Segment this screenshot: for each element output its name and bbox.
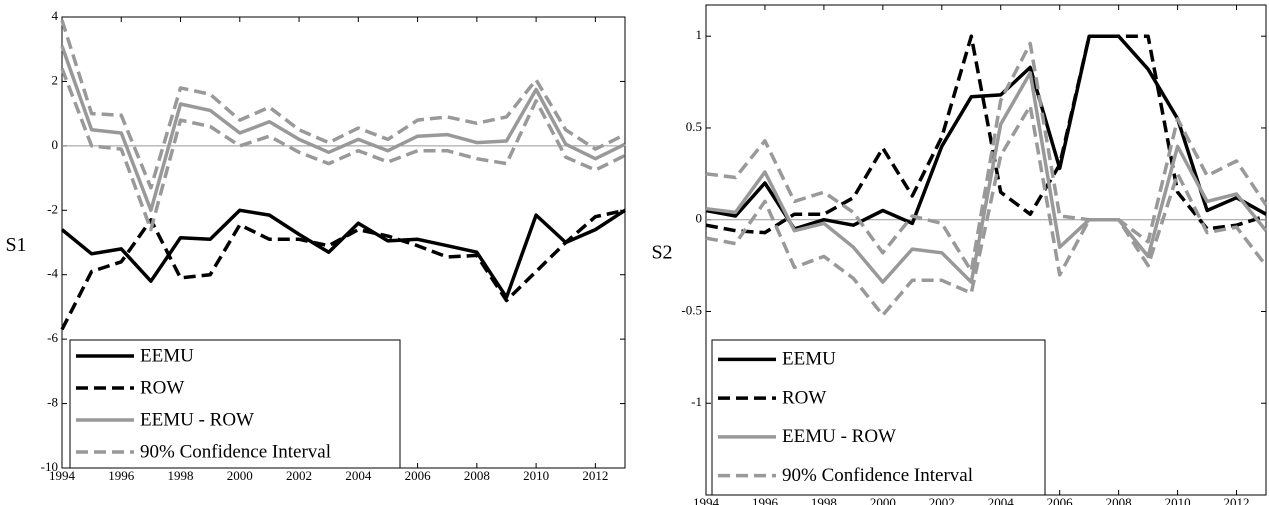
x-tick-label: 2002 bbox=[929, 495, 955, 505]
series-line bbox=[60, 208, 626, 331]
x-tick-label: 2004 bbox=[345, 468, 372, 483]
legend-label: ROW bbox=[782, 387, 826, 408]
y-tick-label: -4 bbox=[47, 266, 58, 281]
y-tick-label: -1 bbox=[691, 394, 702, 409]
legend-label: EEMU bbox=[140, 345, 194, 366]
series-line bbox=[705, 34, 1267, 231]
series-line bbox=[60, 45, 626, 213]
x-tick-label: 2006 bbox=[1047, 495, 1074, 505]
x-tick-label: 2002 bbox=[286, 468, 312, 483]
legend-label: EEMU - ROW bbox=[140, 409, 254, 430]
legend-label: 90% Confidence Interval bbox=[782, 465, 973, 486]
x-tick-label: 1998 bbox=[811, 495, 837, 505]
legend-box bbox=[69, 339, 401, 469]
y-tick-label: 4 bbox=[52, 8, 59, 23]
ci-lower-line bbox=[60, 67, 626, 232]
y-tick-label: 0 bbox=[52, 137, 59, 152]
x-tick-label: 2010 bbox=[1165, 495, 1191, 505]
panel: -10 -8 -6 -4 -2 0 2 4 1994 1996 1998 2000 2002 2004 20… bbox=[5, 8, 626, 483]
y-tick-label: 0 bbox=[696, 211, 703, 226]
legend-label: EEMU bbox=[782, 349, 836, 370]
legend-label: EEMU - ROW bbox=[782, 426, 896, 447]
ci-upper-line bbox=[60, 19, 626, 190]
legend: EEMU ROW EEMU - ROW 90% Confidence Interval bbox=[69, 339, 401, 469]
legend: EEMU ROW EEMU - ROW 90% Confidence Interval bbox=[711, 339, 1046, 496]
y-axis-label: S2 bbox=[651, 242, 672, 264]
x-tick-label: 1998 bbox=[168, 468, 194, 483]
x-tick-label: 2010 bbox=[523, 468, 549, 483]
y-tick-label: -0.5 bbox=[681, 302, 702, 317]
y-tick-label: 1 bbox=[696, 27, 703, 42]
x-tick-label: 2012 bbox=[582, 468, 608, 483]
legend-box bbox=[711, 339, 1046, 496]
x-tick-label: 2004 bbox=[988, 495, 1015, 505]
x-tick-label: 1996 bbox=[752, 495, 779, 505]
y-tick-label: 2 bbox=[52, 72, 59, 87]
ci-upper-line bbox=[705, 41, 1268, 273]
y-tick-label: -10 bbox=[41, 459, 58, 474]
x-tick-label: 1994 bbox=[49, 468, 76, 483]
legend-label: ROW bbox=[140, 377, 184, 398]
y-tick-label: -8 bbox=[47, 395, 58, 410]
x-tick-label: 2012 bbox=[1224, 495, 1250, 505]
y-tick-label: 0.5 bbox=[686, 119, 702, 134]
x-tick-label: 1994 bbox=[693, 495, 720, 505]
x-tick-label: 2008 bbox=[1106, 495, 1132, 505]
x-tick-label: 2000 bbox=[870, 495, 896, 505]
x-tick-label: 1996 bbox=[108, 468, 135, 483]
x-tick-label: 2000 bbox=[227, 468, 253, 483]
panel: -1 -0.5 0 0.5 1 1994 1996 1998 2000 2002 2004 2006 2… bbox=[651, 4, 1268, 505]
ci-lower-line bbox=[705, 104, 1268, 317]
y-axis-label: S1 bbox=[5, 234, 26, 256]
y-tick-label: -6 bbox=[47, 330, 58, 345]
series-line bbox=[60, 208, 626, 300]
x-tick-label: 2008 bbox=[464, 468, 490, 483]
y-tick-label: -2 bbox=[47, 201, 58, 216]
legend-label: 90% Confidence Interval bbox=[140, 441, 331, 462]
x-tick-label: 2006 bbox=[405, 468, 432, 483]
series-line bbox=[705, 71, 1268, 284]
